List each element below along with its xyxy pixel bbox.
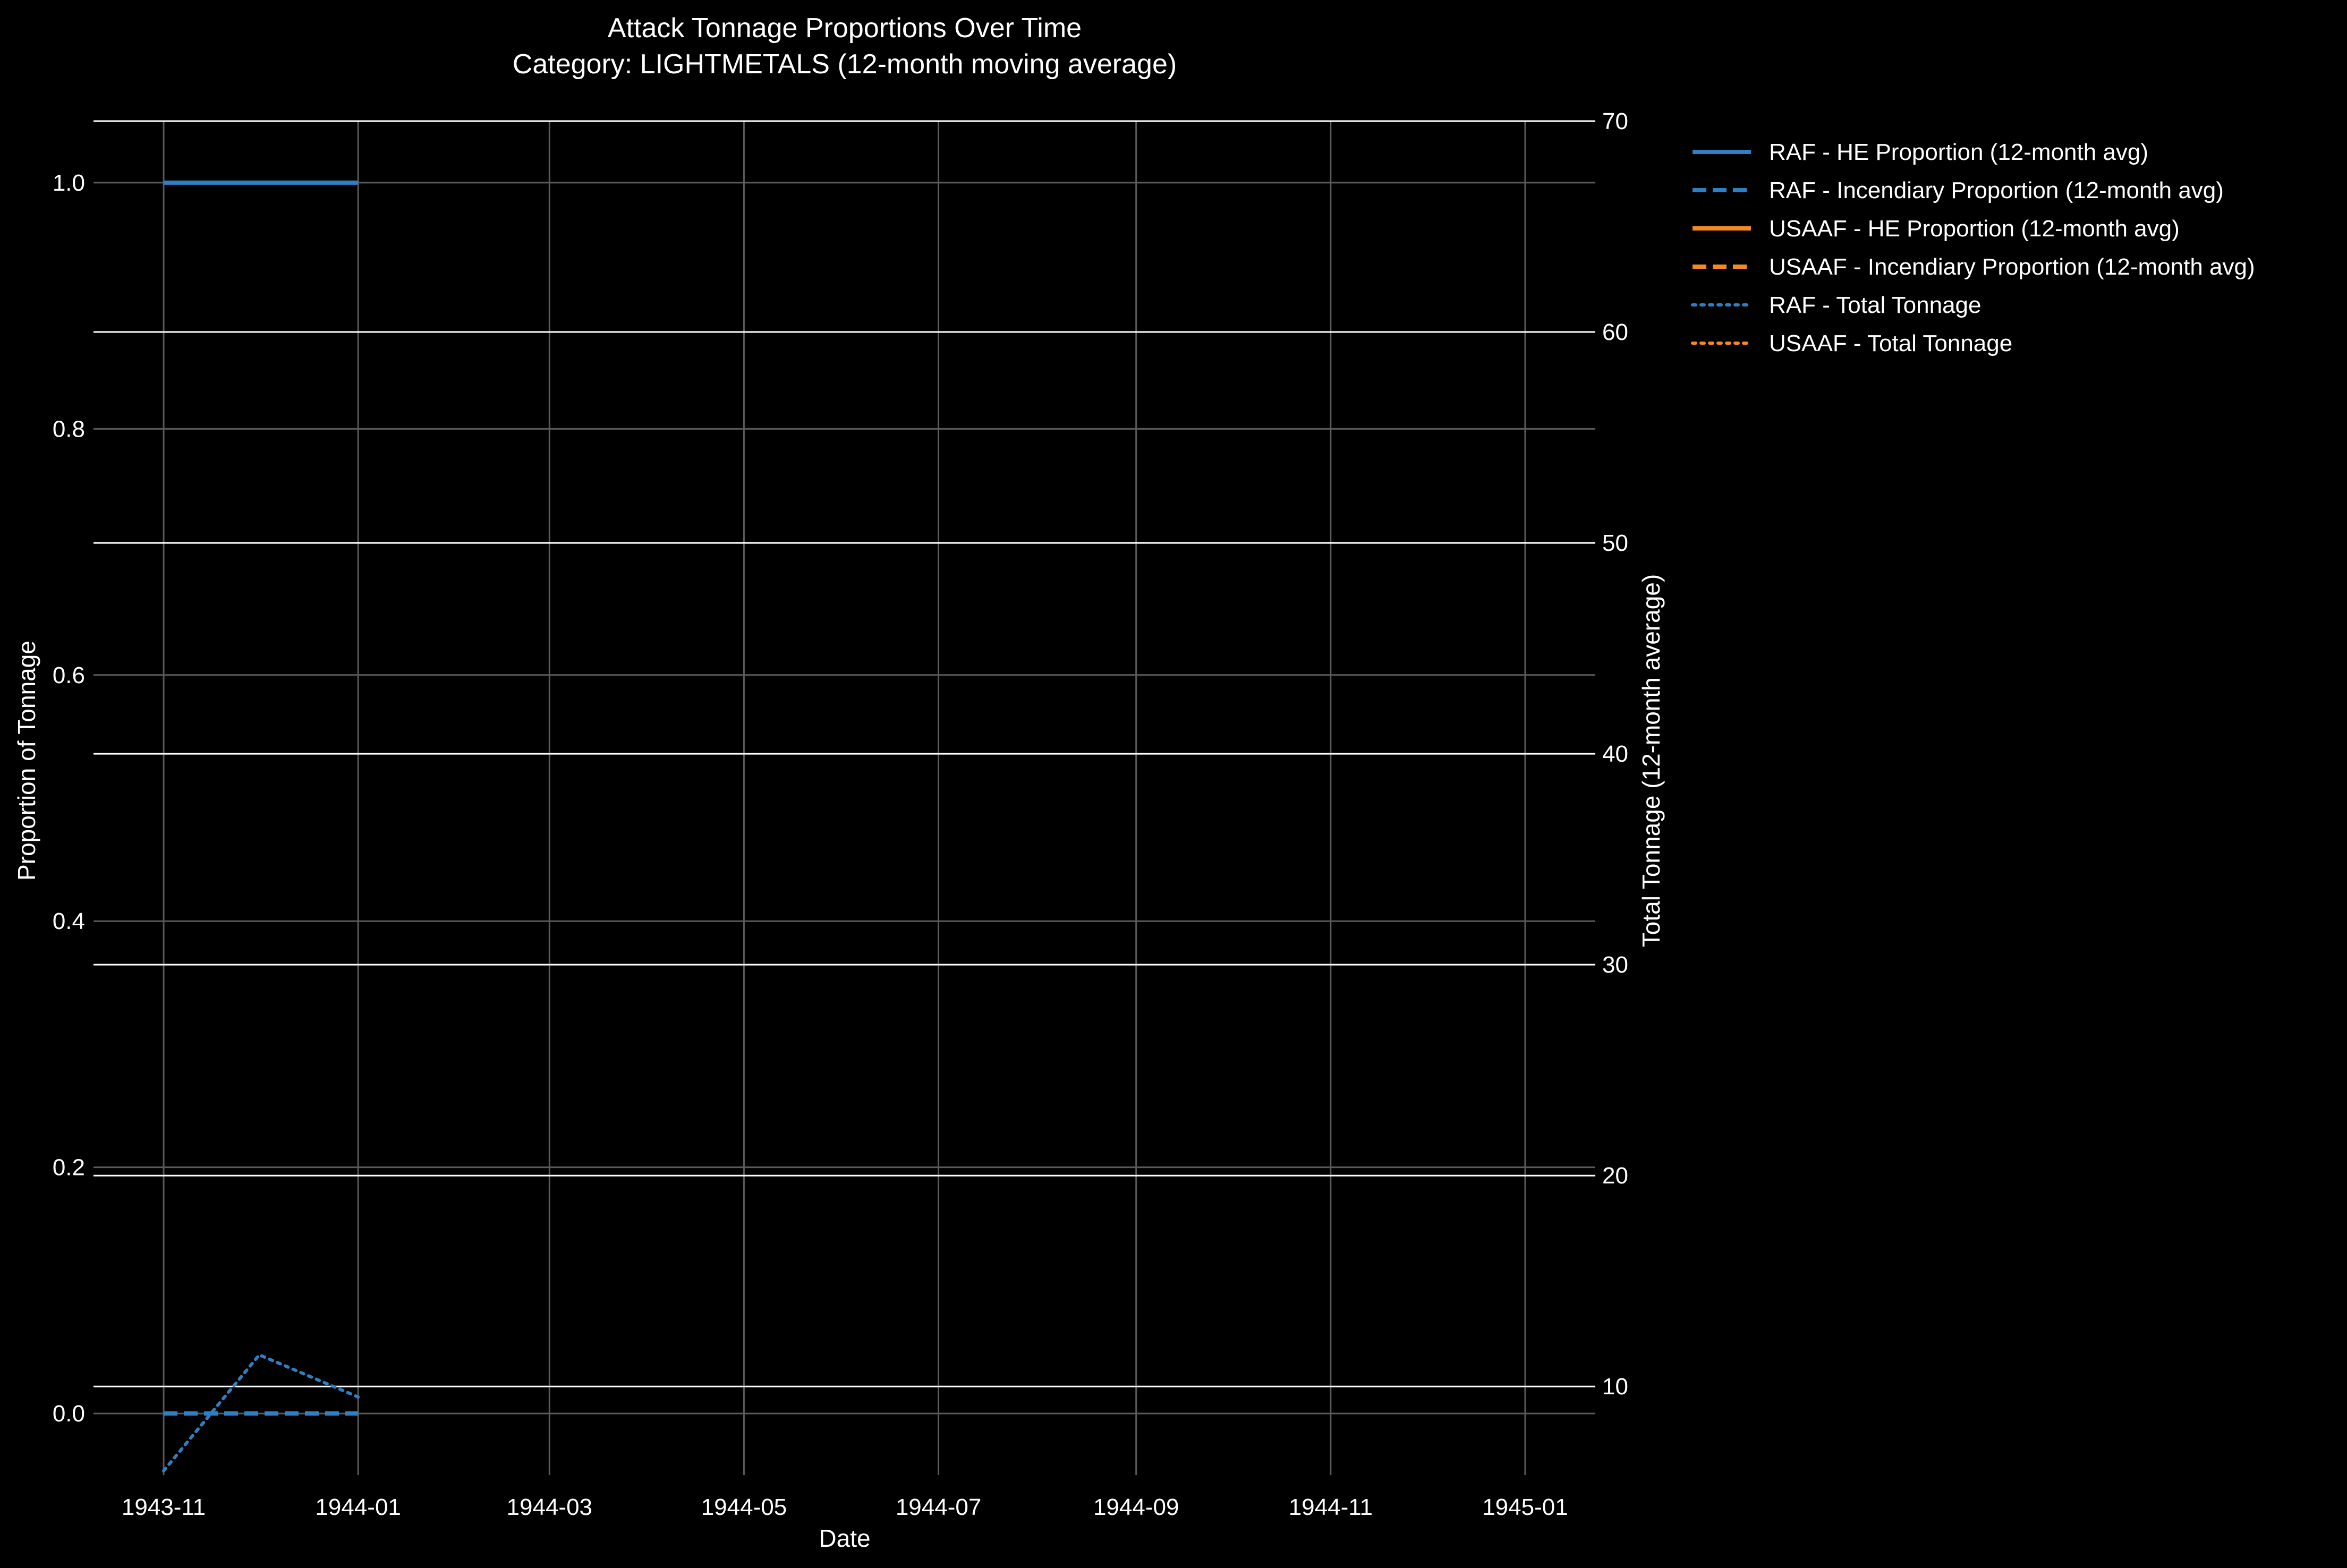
tick-layer: 1943-11 1944-01 1944-03 1944-05 1944-07 1944-… — [53, 108, 1628, 1520]
x-tick-label: 1945-01 — [1482, 1494, 1568, 1520]
legend: RAF - HE Proportion (12-month avg) RAF - … — [1691, 139, 2255, 356]
y-tick-label: 0.0 — [53, 1401, 85, 1427]
legend-label: USAAF - Total Tonnage — [1769, 330, 2012, 356]
x-tick-label: 1944-05 — [701, 1494, 787, 1520]
x-tick-label: 1944-01 — [315, 1494, 401, 1520]
y2-tick-label: 20 — [1602, 1163, 1628, 1189]
y-tick-label: 0.2 — [53, 1155, 85, 1181]
x-tick-label: 1944-07 — [896, 1494, 981, 1520]
x-tick-label: 1944-03 — [507, 1494, 592, 1520]
y2-tick-label: 60 — [1602, 319, 1628, 345]
x-axis-label: Date — [819, 1524, 870, 1552]
y2-tick-label: 30 — [1602, 952, 1628, 978]
y-tick-label: 1.0 — [53, 170, 85, 196]
chart-title: Attack Tonnage Proportions Over Time — [608, 13, 1082, 44]
y2-tick-label: 40 — [1602, 741, 1628, 767]
x-tick-label: 1944-11 — [1289, 1494, 1373, 1520]
legend-label: RAF - Total Tonnage — [1769, 292, 1982, 318]
grid-layer — [93, 120, 1595, 1475]
series-line-5 — [162, 1353, 360, 1473]
x-tick-label: 1943-11 — [122, 1494, 206, 1520]
y2-tick-label: 70 — [1602, 108, 1628, 134]
chart-subtitle: Category: LIGHTMETALS (12-month moving a… — [513, 49, 1177, 80]
y-tick-label: 0.4 — [53, 908, 85, 934]
y-tick-label: 0.8 — [53, 416, 85, 442]
y2-tick-label: 50 — [1602, 530, 1628, 556]
y-axis-label: Proportion of Tonnage — [13, 641, 40, 881]
x-tick-label: 1944-09 — [1093, 1494, 1179, 1520]
legend-label: RAF - HE Proportion (12-month avg) — [1769, 139, 2148, 165]
legend-label: USAAF - Incendiary Proportion (12-month … — [1769, 254, 2255, 280]
series-layer — [162, 180, 360, 1473]
legend-label: USAAF - HE Proportion (12-month avg) — [1769, 216, 2180, 242]
y2-axis-label: Total Tonnage (12-month average) — [1637, 574, 1665, 947]
y-tick-label: 0.6 — [53, 662, 85, 688]
legend-label: RAF - Incendiary Proportion (12-month av… — [1769, 177, 2224, 203]
y2-tick-label: 10 — [1602, 1374, 1628, 1400]
